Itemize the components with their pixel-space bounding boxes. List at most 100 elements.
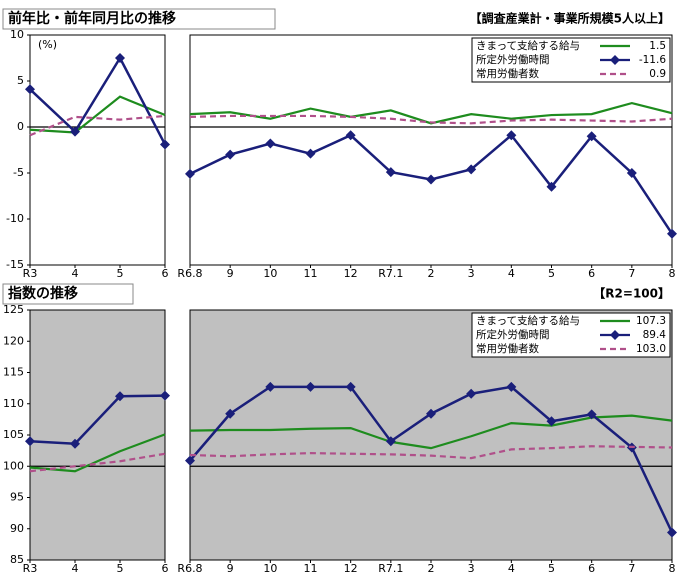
data-point [160,390,170,401]
x-tick-label: 2 [428,562,435,575]
data-point [506,381,517,392]
legend-label: 常用労働者数 [476,67,539,80]
y-tick-label: 115 [3,366,24,379]
data-point [305,381,316,392]
x-tick-label: 10 [263,267,277,280]
data-point [185,168,195,179]
unit-label: (%) [38,38,57,51]
data-point [546,416,557,427]
legend [471,37,671,83]
plot-area [29,309,166,561]
legend-value: 89.4 [643,329,667,341]
legend-label: きまって支給する給与 [476,39,580,52]
legend-marker [610,330,620,340]
data-point [25,84,35,95]
x-tick-label: 12 [344,267,358,280]
data-point [626,168,637,178]
data-point [70,438,80,449]
y-tick-label: 100 [3,459,24,472]
x-tick-label: R3 [23,562,38,575]
section-note: 【R2=100】 [593,286,670,301]
data-point [225,149,236,160]
y-tick-label: 95 [10,491,24,504]
x-tick-label: 3 [468,562,475,575]
legend-value: 1.5 [649,40,666,52]
data-point [586,409,597,420]
data-point [466,164,477,175]
x-tick-label: 6 [162,562,169,575]
section-note: 【調査産業計・事業所規模5人以上】 [470,11,670,26]
plot-area [29,34,166,266]
series-line [29,95,166,134]
x-tick-label: 8 [669,562,676,575]
series-line [29,55,167,146]
section-title: 指数の推移 [8,285,78,302]
x-tick-label: 6 [162,267,169,280]
x-tick-label: 4 [508,562,515,575]
y-tick-label: 110 [3,397,24,410]
title-box [2,8,276,30]
data-point [466,388,477,399]
legend-label: 所定外労働時間 [476,328,550,341]
x-tick-label: 9 [227,267,234,280]
data-point [115,391,125,402]
legend-label: 所定外労働時間 [476,53,550,66]
legend [471,312,671,358]
x-tick-label: R7.1 [378,562,403,575]
x-tick-label: 8 [669,267,676,280]
y-tick-label: -5 [13,166,24,179]
title-box [2,283,134,305]
data-point [667,228,677,239]
x-tick-label: 4 [508,267,515,280]
x-tick-label: 7 [628,562,635,575]
data-point [115,53,125,63]
series-line [189,445,673,460]
data-point [385,167,396,178]
series-line [29,394,166,446]
x-tick-label: R3 [23,267,38,280]
series-line [29,452,166,473]
data-point [25,436,35,447]
x-tick-label: 11 [304,267,318,280]
x-tick-label: 5 [117,267,124,280]
y-tick-label: 85 [10,553,24,566]
data-point [426,174,436,185]
section-title: 前年比・前年同月比の推移 [8,10,176,27]
x-tick-label: R7.1 [378,267,403,280]
x-tick-label: R6.8 [177,562,202,575]
data-point [265,138,276,149]
data-point [70,126,80,137]
y-tick-label: -10 [6,212,24,225]
x-tick-label: 4 [72,267,79,280]
x-tick-label: 3 [468,267,475,280]
y-tick-label: 125 [3,303,24,316]
x-tick-label: 12 [344,562,358,575]
x-tick-label: 5 [548,562,555,575]
x-tick-label: 4 [72,562,79,575]
legend-marker [610,55,620,65]
data-point [160,139,170,150]
data-point [546,181,557,192]
x-tick-label: 11 [304,562,318,575]
x-tick-label: 2 [428,267,435,280]
y-tick-label: 10 [10,28,24,41]
legend-label: 常用労働者数 [476,342,539,355]
y-tick-label: -15 [6,258,24,271]
x-tick-label: 6 [588,267,595,280]
y-tick-label: 90 [10,522,24,535]
y-tick-label: 0 [17,120,24,133]
x-tick-label: 6 [588,562,595,575]
legend-value: 103.0 [636,343,666,355]
data-point [225,408,236,419]
x-tick-label: 5 [548,267,555,280]
data-point [506,130,517,141]
y-tick-label: 105 [3,428,24,441]
legend-value: 107.3 [636,315,666,327]
x-tick-label: 5 [117,562,124,575]
y-tick-label: 120 [3,334,24,347]
data-point [667,527,677,538]
data-point [385,436,396,447]
data-point [586,131,597,142]
legend-label: きまって支給する給与 [476,314,580,327]
